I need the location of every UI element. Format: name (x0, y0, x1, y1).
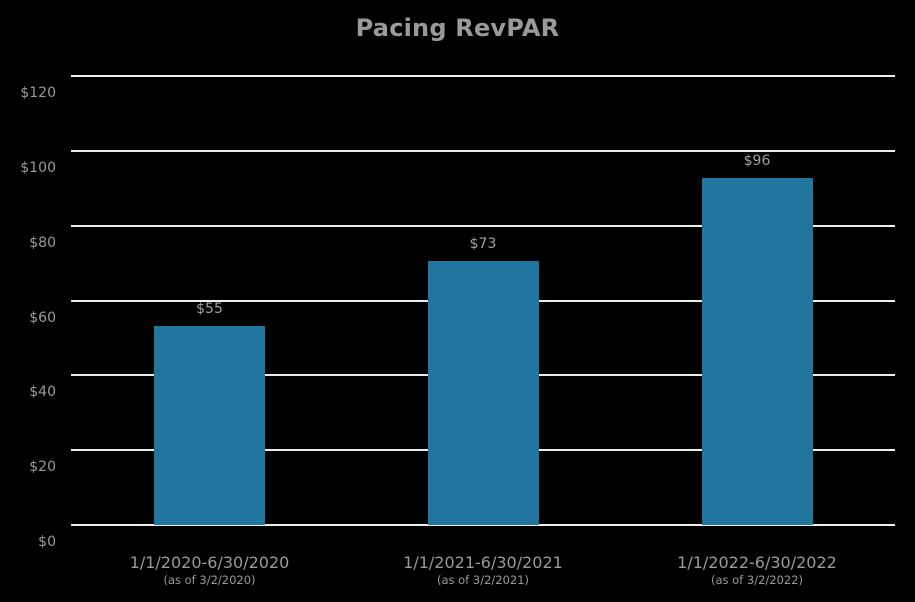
y-tick-label: $120 (20, 85, 56, 101)
data-label: $73 (469, 236, 497, 253)
x-category-note: (as of 3/2/2022) (710, 573, 804, 587)
gridline (71, 149, 895, 152)
data-label: $96 (743, 153, 771, 170)
x-tick-label: 1/1/2022-6/30/2022 (as of 3/2/2022) (627, 553, 887, 587)
bar (701, 178, 813, 525)
x-category-label: 1/1/2021-6/30/2021 (403, 553, 563, 572)
chart-title: Pacing RevPAR (355, 14, 560, 42)
x-category-note: (as of 3/2/2020) (163, 573, 256, 587)
gridline (71, 75, 895, 77)
x-tick-label: 1/1/2020-6/30/2020 (as of 3/2/2020) (80, 553, 340, 587)
data-label: $55 (196, 301, 223, 318)
gridline (71, 524, 895, 526)
y-tick-label: $0 (38, 534, 56, 550)
bar (154, 326, 265, 525)
y-tick-label: $100 (20, 159, 56, 176)
x-tick-label: 1/1/2021-6/30/2021 (as of 3/2/2021) (353, 553, 613, 587)
x-category-note: (as of 3/2/2021) (436, 573, 530, 587)
bar (427, 261, 539, 525)
y-tick-label: $80 (29, 234, 56, 251)
x-category-label: 1/1/2022-6/30/2022 (677, 553, 837, 572)
y-tick-label: $60 (29, 309, 56, 326)
y-tick-label: $20 (29, 459, 56, 476)
gridline (71, 224, 895, 227)
x-category-label: 1/1/2020-6/30/2020 (129, 553, 290, 572)
y-tick-label: $40 (29, 384, 56, 401)
